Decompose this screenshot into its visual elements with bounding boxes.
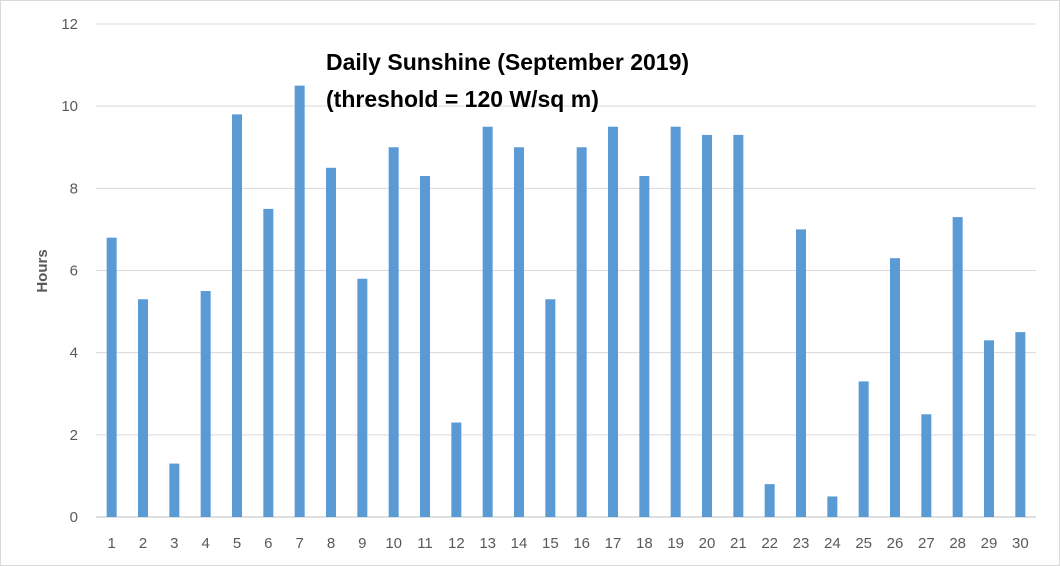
bar-day-25 [858, 381, 869, 517]
x-tick-label: 24 [824, 535, 841, 552]
bar-day-3 [169, 463, 180, 517]
bar-day-19 [670, 126, 681, 517]
chart-subtitle: (threshold = 120 W/sq m) [326, 86, 599, 112]
bar-day-26 [890, 258, 900, 517]
x-tick-label: 17 [605, 535, 622, 552]
x-tick-label: 26 [887, 535, 904, 552]
x-tick-label: 25 [855, 535, 872, 552]
bar-day-7 [294, 85, 305, 517]
x-tick-label: 14 [511, 535, 528, 552]
x-tick-label: 16 [573, 535, 590, 552]
x-tick-label: 4 [201, 535, 209, 552]
chart-title: Daily Sunshine (September 2019) [326, 49, 690, 75]
x-tick-label: 30 [1012, 535, 1029, 552]
x-tick-label: 23 [793, 535, 810, 552]
bar-day-12 [451, 422, 462, 517]
x-tick-label: 15 [542, 535, 559, 552]
y-tick-label: 12 [61, 16, 78, 33]
bar-day-20 [702, 134, 712, 518]
bar-day-23 [796, 229, 806, 517]
bar-day-30 [1015, 332, 1026, 517]
y-axis-label: Hours [34, 249, 51, 292]
bar-day-18 [639, 176, 650, 517]
x-tick-label: 19 [667, 535, 684, 552]
x-tick-label: 28 [949, 535, 966, 552]
bar-day-13 [482, 126, 493, 517]
bar-day-28 [952, 217, 963, 517]
y-tick-label: 4 [70, 345, 78, 362]
bar-day-16 [576, 147, 587, 517]
bar-day-22 [764, 484, 775, 517]
bar-day-24 [827, 496, 838, 517]
x-tick-label: 21 [730, 535, 747, 552]
bar-day-4 [200, 291, 211, 517]
y-tick-label: 0 [70, 509, 78, 526]
bar-day-9 [357, 278, 368, 517]
y-tick-label: 8 [70, 180, 78, 197]
x-tick-label: 8 [327, 535, 335, 552]
x-tick-label: 13 [479, 535, 496, 552]
x-axis-ticks: 1 2 3 4 5 6 7 8 9 10 11 12 13 14 15 16 17 18 19 20 21 22 23 24 2… [107, 535, 1028, 552]
bar-day-10 [388, 147, 399, 517]
x-tick-label: 20 [699, 535, 716, 552]
bar-day-2 [138, 299, 148, 517]
bar-day-6 [263, 208, 274, 517]
bar-day-29 [984, 340, 994, 517]
bar-day-15 [545, 299, 556, 517]
bar-day-27 [921, 414, 932, 517]
x-tick-label: 10 [385, 535, 402, 552]
x-tick-label: 29 [981, 535, 998, 552]
x-tick-label: 12 [448, 535, 465, 552]
x-tick-label: 7 [295, 535, 303, 552]
y-axis-ticks: 0 2 4 6 8 10 12 [61, 16, 78, 526]
x-tick-label: 1 [107, 535, 115, 552]
x-tick-label: 11 [417, 535, 433, 552]
bar-day-17 [608, 126, 618, 517]
y-tick-label: 6 [70, 263, 78, 280]
bar-day-1 [106, 237, 117, 517]
bar-day-5 [232, 114, 242, 517]
x-tick-label: 3 [170, 535, 178, 552]
y-tick-label: 10 [61, 98, 78, 115]
x-tick-label: 6 [264, 535, 272, 552]
x-tick-label: 22 [761, 535, 778, 552]
gridlines [96, 23, 1036, 518]
bar-day-21 [733, 134, 744, 518]
x-tick-label: 27 [918, 535, 935, 552]
bar-day-11 [420, 176, 430, 517]
bars [106, 85, 1026, 518]
y-tick-label: 2 [70, 427, 78, 444]
x-tick-label: 5 [233, 535, 241, 552]
x-tick-label: 18 [636, 535, 653, 552]
x-tick-label: 9 [358, 535, 366, 552]
x-tick-label: 2 [139, 535, 147, 552]
bar-day-14 [514, 147, 524, 517]
bar-day-8 [326, 167, 336, 517]
